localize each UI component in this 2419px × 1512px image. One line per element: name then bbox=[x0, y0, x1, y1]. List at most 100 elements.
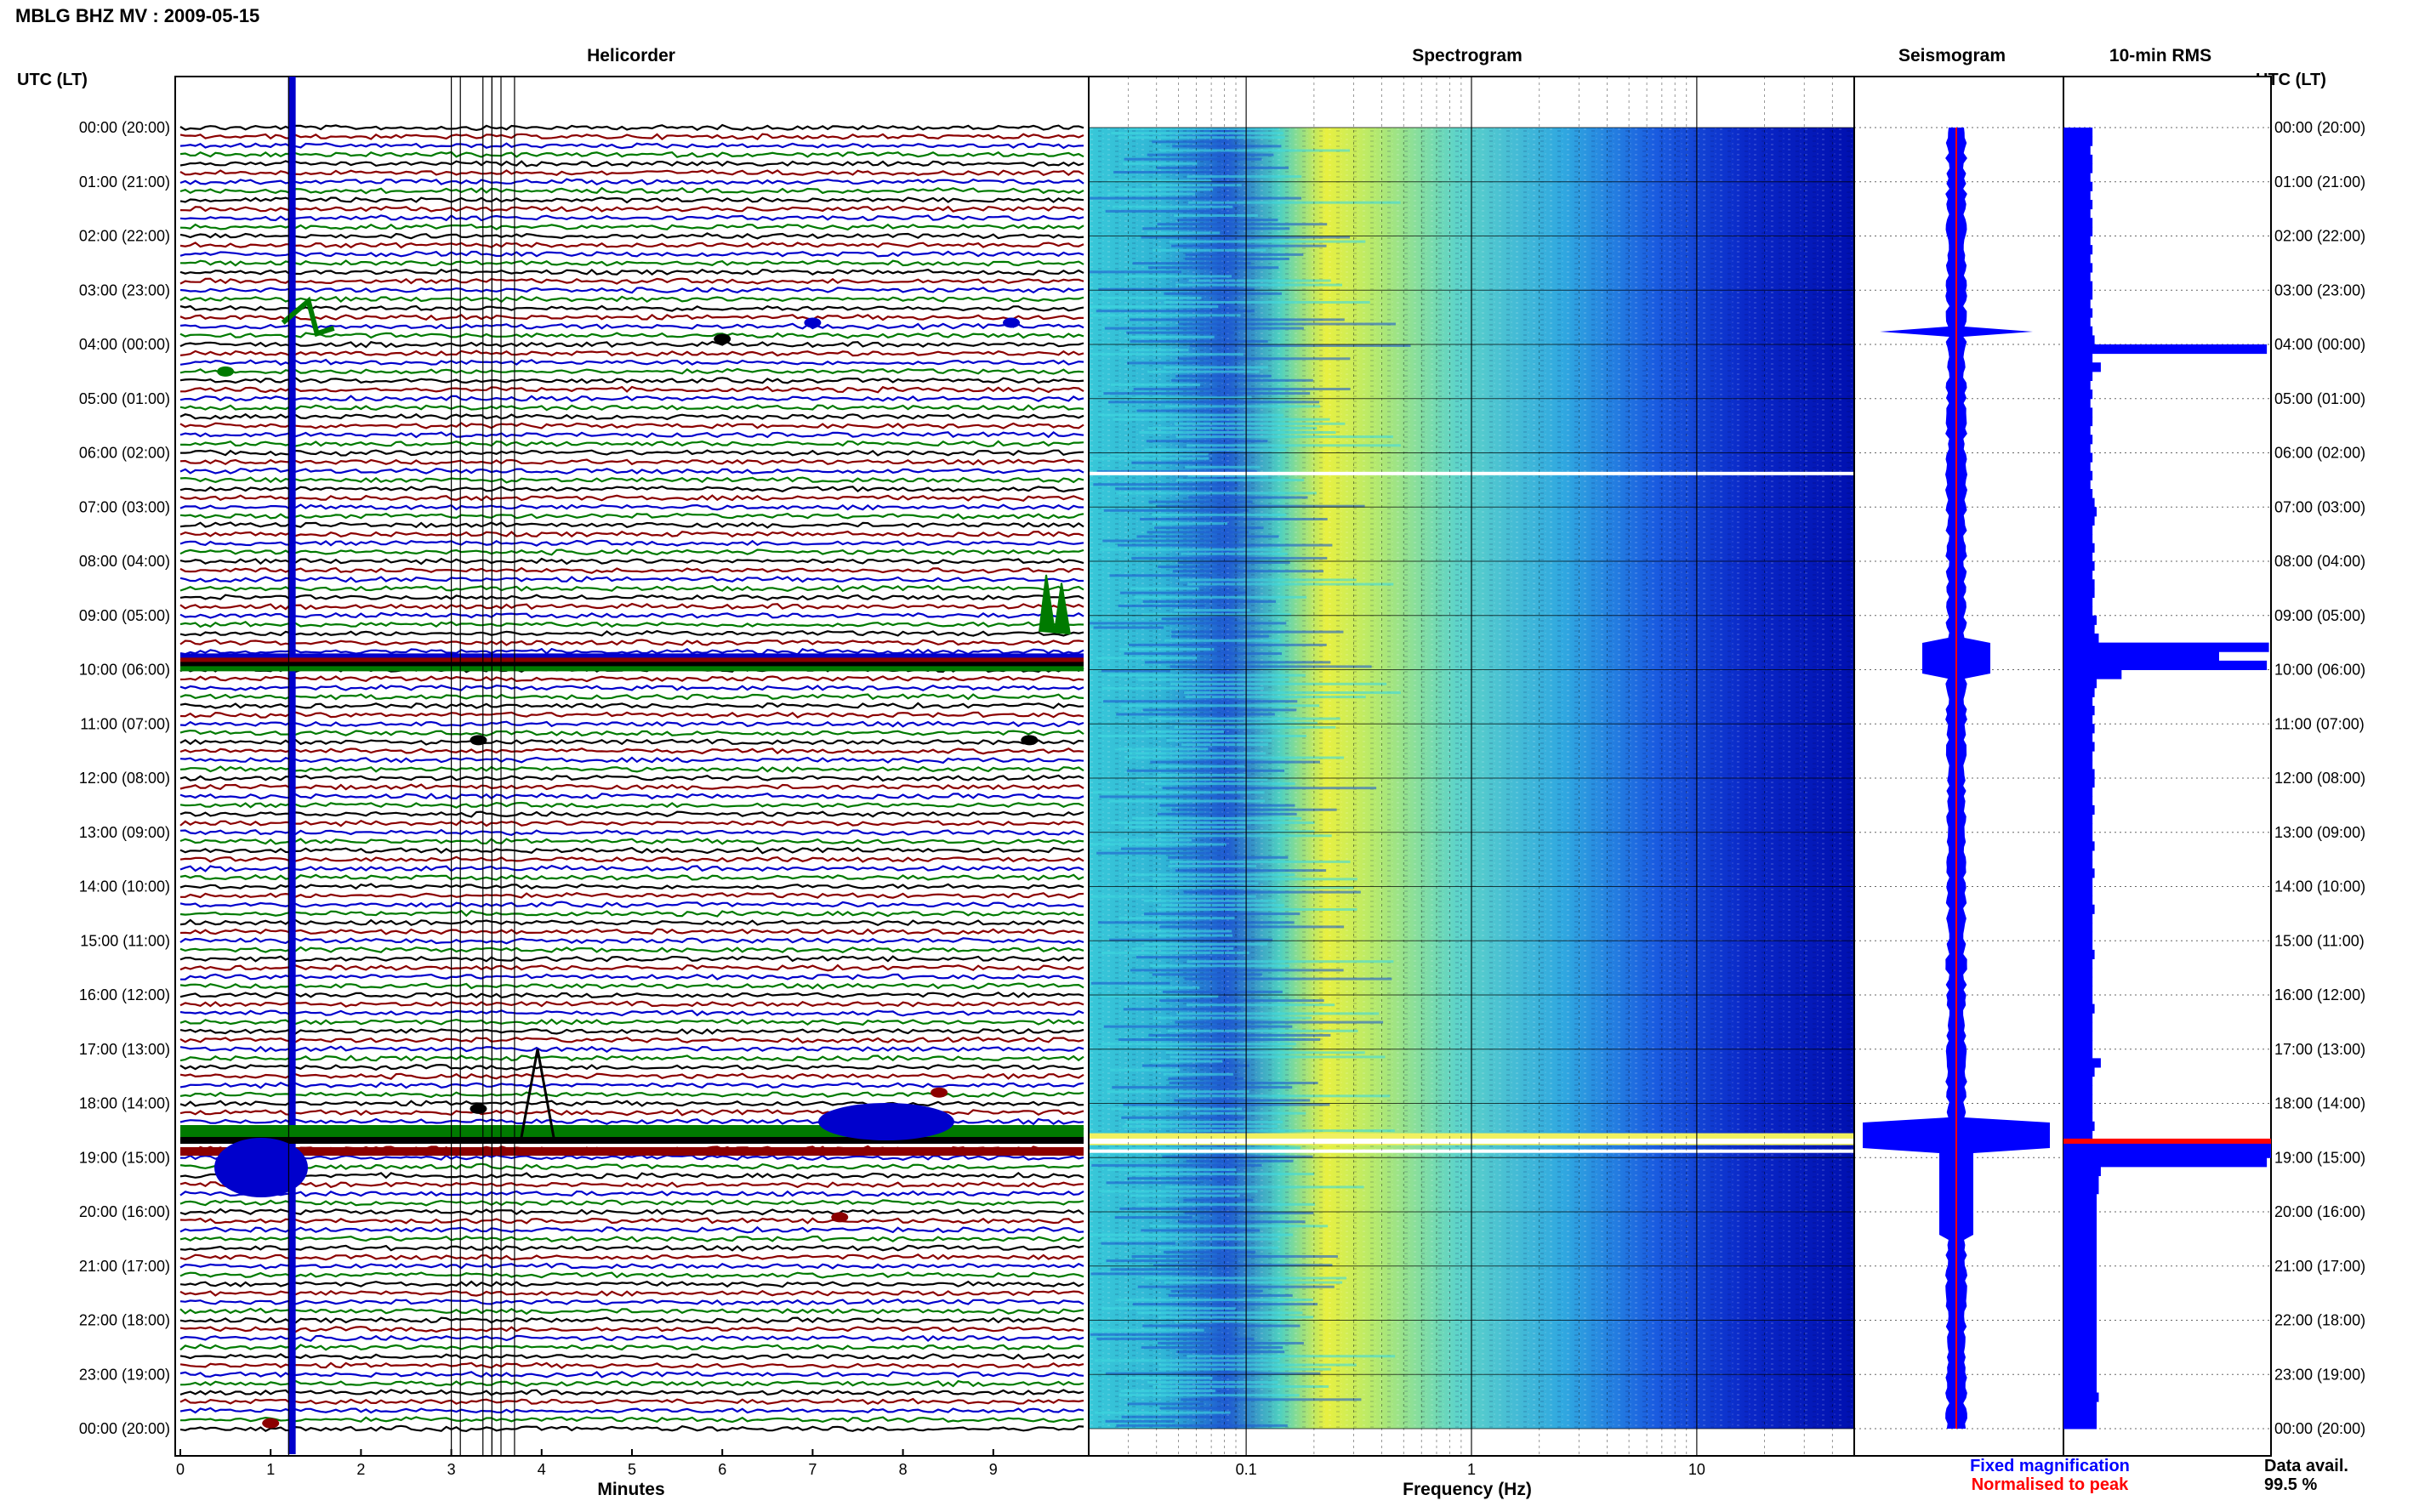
spectrogram-strip bbox=[1110, 452, 1209, 456]
spectrogram-strip bbox=[1113, 171, 1215, 173]
spectrogram-strip bbox=[1113, 418, 1330, 421]
helicorder-trace-row bbox=[179, 1379, 1084, 1388]
spectrogram-bands bbox=[1089, 128, 1854, 1427]
helicorder-trace-row bbox=[179, 1344, 1084, 1351]
spectrogram-strip bbox=[1124, 986, 1200, 989]
spectrogram-strip bbox=[1148, 500, 1253, 503]
helicorder-trace-row bbox=[179, 611, 1084, 619]
rms-bar bbox=[2063, 832, 2093, 842]
time-tick-label: 17:00 (13:00) bbox=[2274, 1041, 2365, 1058]
helicorder-trace-row bbox=[179, 566, 1084, 574]
helicorder-trace-row bbox=[179, 1361, 1084, 1369]
spectrogram-strip bbox=[1174, 725, 1336, 729]
rms-bar bbox=[2063, 344, 2268, 355]
spectrogram-strip bbox=[1141, 236, 1351, 239]
helicorder-trace-row bbox=[179, 765, 1084, 773]
spectrogram-strip bbox=[1188, 201, 1401, 204]
time-tick-label: 18:00 (14:00) bbox=[79, 1095, 170, 1112]
rms-bar bbox=[2063, 1257, 2097, 1267]
helicorder-event-dot bbox=[831, 1212, 849, 1223]
rms-bar bbox=[2063, 236, 2091, 246]
rms-bar bbox=[2063, 1049, 2093, 1059]
helicorder-event-dot bbox=[1003, 317, 1021, 328]
helicorder-trace-row bbox=[179, 340, 1084, 349]
seismogram-title: Seismogram bbox=[1898, 46, 2006, 65]
rms-bar bbox=[2063, 1157, 2268, 1168]
spectrogram-strip bbox=[1147, 1380, 1278, 1384]
spectrogram-strip bbox=[1184, 691, 1401, 694]
spectrogram-strip bbox=[1103, 392, 1311, 395]
helicorder-event-band bbox=[180, 657, 1084, 663]
helicorder-trace-row bbox=[179, 1244, 1084, 1252]
spectrogram-strip bbox=[1102, 539, 1239, 543]
spectrogram-strip bbox=[1108, 799, 1266, 803]
time-tick-label: 00:00 (20:00) bbox=[2274, 1420, 2365, 1437]
spectrogram-strip bbox=[1172, 145, 1282, 148]
rms-bar bbox=[2063, 796, 2093, 806]
helicorder-trace-row bbox=[179, 901, 1084, 908]
helicorder-trace-row bbox=[179, 1407, 1084, 1414]
spectrogram-strip bbox=[1114, 1216, 1192, 1219]
spectrogram-strip bbox=[1100, 995, 1219, 998]
spectrogram-strip bbox=[1149, 1225, 1329, 1228]
spectrogram-strip bbox=[1158, 1363, 1357, 1367]
spectrogram-strip bbox=[1115, 1299, 1313, 1301]
spectrogram-strip bbox=[1118, 543, 1333, 547]
rms-bar bbox=[2063, 470, 2093, 480]
spectrogram-strip bbox=[1131, 396, 1252, 400]
time-tick-label: 06:00 (02:00) bbox=[79, 445, 170, 462]
spectrogram-strip bbox=[1098, 413, 1283, 417]
rms-bar bbox=[2063, 624, 2095, 634]
helicorder-event-band bbox=[180, 666, 1084, 672]
spectrogram-strip bbox=[1103, 509, 1249, 512]
helicorder-x-tick-label: 8 bbox=[899, 1461, 908, 1478]
spectrogram-strip bbox=[1175, 374, 1272, 378]
spectrogram-strip bbox=[1148, 717, 1340, 720]
time-tick-label: 05:00 (01:00) bbox=[2274, 390, 2365, 407]
helicorder-trace-row bbox=[179, 1208, 1084, 1216]
rms-bar bbox=[2063, 696, 2093, 707]
helicorder-event-band bbox=[180, 662, 1084, 668]
helicorder-trace-row bbox=[179, 982, 1084, 990]
helicorder-trace-row bbox=[179, 404, 1084, 412]
helicorder-trace-row bbox=[179, 412, 1084, 421]
rms-bar bbox=[2063, 1094, 2093, 1104]
helicorder-trace-row bbox=[179, 1416, 1084, 1424]
spectrogram-strip bbox=[1133, 388, 1351, 390]
rms-bar bbox=[2063, 163, 2093, 173]
helicorder-trace-row bbox=[179, 242, 1084, 249]
helicorder-trace-row bbox=[179, 431, 1084, 439]
helicorder-trace-row bbox=[179, 1072, 1084, 1080]
spectrogram-strip bbox=[1152, 522, 1228, 526]
rms-bar bbox=[2063, 136, 2093, 146]
helicorder-trace-row bbox=[179, 1389, 1084, 1396]
helicorder-trace-row bbox=[179, 458, 1084, 466]
time-ticks-right: 00:00 (20:00) 01:00 (21:00) 02:00 (22:00) 0… bbox=[2274, 119, 2365, 1437]
spectrogram-strip bbox=[1101, 1043, 1296, 1046]
rms-bar bbox=[2063, 1140, 2271, 1150]
rms-bar bbox=[2063, 326, 2093, 336]
rms-frame bbox=[2063, 76, 2272, 1457]
rms-bar bbox=[2063, 1220, 2097, 1231]
rms-bar bbox=[2063, 272, 2091, 282]
helicorder-trace-row bbox=[179, 1253, 1084, 1261]
rms-bar bbox=[2063, 1103, 2093, 1113]
rms-bar bbox=[2063, 1021, 2093, 1032]
spectrogram-strip bbox=[1168, 855, 1289, 859]
time-tick-label: 14:00 (10:00) bbox=[2274, 878, 2365, 895]
spectrogram-strip bbox=[1108, 1146, 1301, 1150]
spectrogram-strip bbox=[1177, 561, 1290, 564]
spectrogram-strip bbox=[1119, 1207, 1232, 1210]
spectrogram-strip bbox=[1105, 1372, 1321, 1375]
spectrogram-strip bbox=[1172, 830, 1315, 833]
spectrogram-strip bbox=[1166, 739, 1272, 742]
helicorder-x-tick-label: 5 bbox=[628, 1461, 636, 1478]
spectrogram-strip bbox=[1169, 240, 1366, 243]
time-tick-label: 04:00 (00:00) bbox=[79, 336, 170, 353]
spectrogram-x-ticks: 0.1 1 10 bbox=[1236, 1461, 1705, 1478]
helicorder-event-band bbox=[180, 1147, 1084, 1156]
helicorder-x-tick-label: 1 bbox=[266, 1461, 275, 1478]
spectrogram-strip bbox=[1165, 1051, 1365, 1054]
spectrogram-strip bbox=[1164, 292, 1282, 295]
